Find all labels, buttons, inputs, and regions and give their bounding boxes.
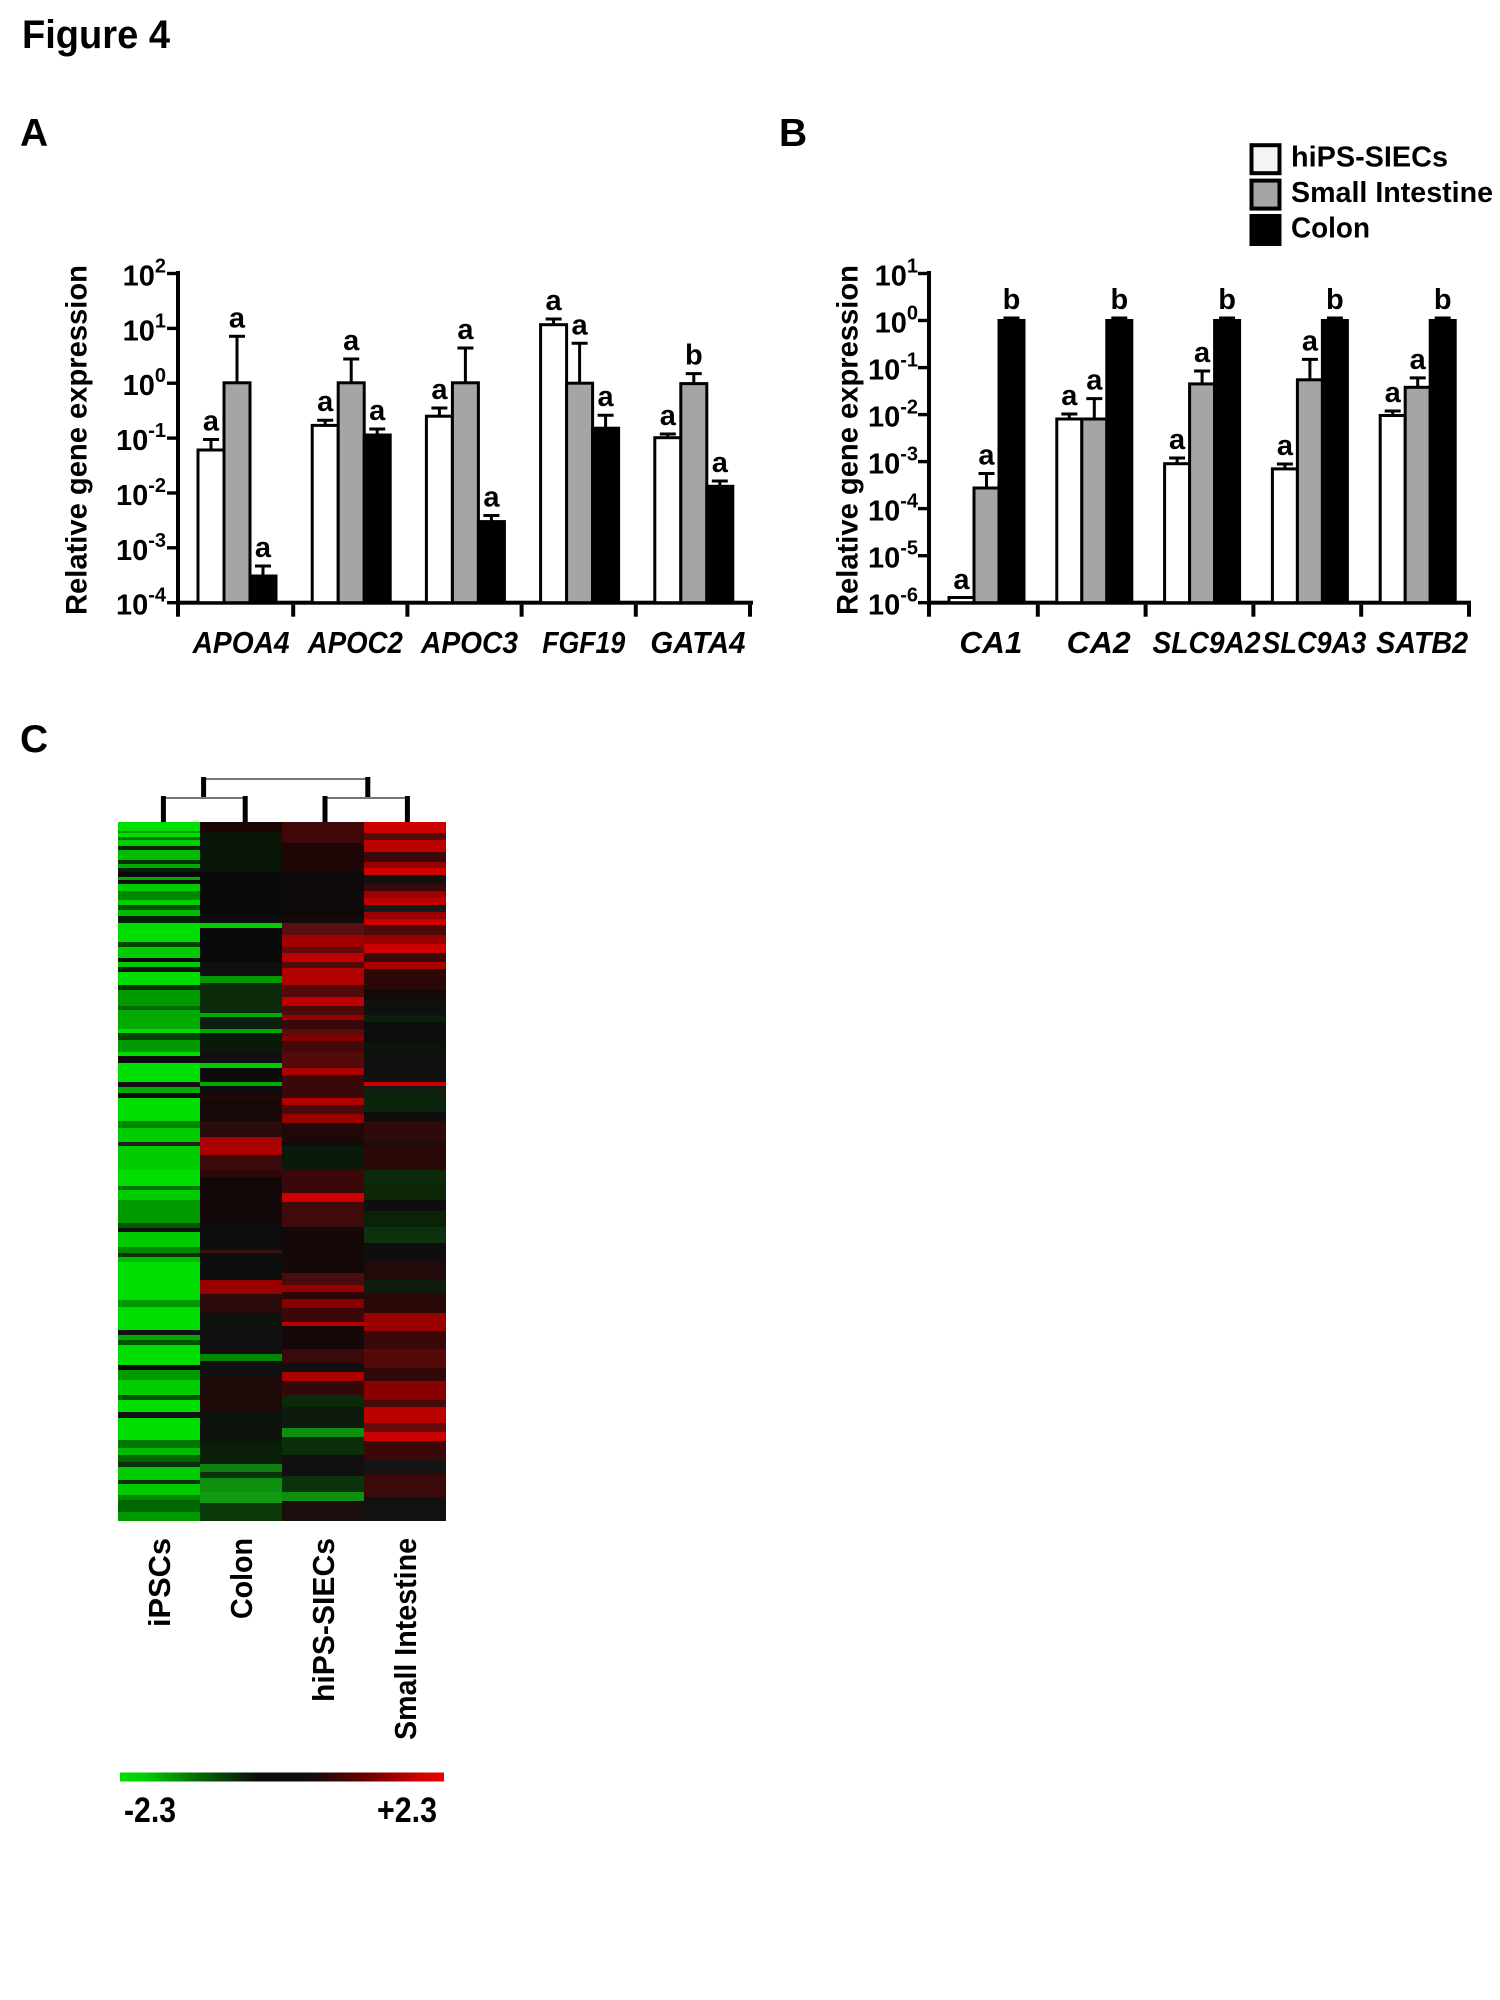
svg-text:b: b <box>1326 284 1344 316</box>
svg-text:iPSCs: iPSCs <box>142 1538 177 1627</box>
svg-text:CA1: CA1 <box>959 625 1022 660</box>
svg-text:SATB2: SATB2 <box>1376 625 1468 660</box>
svg-text:b: b <box>1434 284 1452 316</box>
svg-text:b: b <box>685 340 703 372</box>
svg-text:a: a <box>1385 377 1402 409</box>
svg-text:a: a <box>369 395 386 427</box>
svg-text:a: a <box>255 532 272 564</box>
svg-text:A: A <box>20 112 48 155</box>
svg-text:a: a <box>1169 424 1186 456</box>
svg-text:a: a <box>572 309 589 341</box>
svg-text:a: a <box>1277 430 1294 462</box>
svg-text:a: a <box>953 564 970 596</box>
svg-text:Colon: Colon <box>1291 213 1370 245</box>
svg-text:Relative gene expression: Relative gene expression <box>832 265 865 615</box>
svg-text:SLC9A2: SLC9A2 <box>1153 625 1261 660</box>
svg-text:a: a <box>978 440 995 472</box>
svg-text:Small Intestine: Small Intestine <box>1291 177 1493 209</box>
svg-text:Figure 4: Figure 4 <box>22 13 171 57</box>
svg-text:hiPS-SIECs: hiPS-SIECs <box>1291 142 1448 174</box>
svg-text:a: a <box>1194 337 1211 369</box>
svg-text:+2.3: +2.3 <box>377 1791 437 1830</box>
svg-text:-2.3: -2.3 <box>124 1791 176 1830</box>
svg-text:SLC9A3: SLC9A3 <box>1262 625 1366 660</box>
svg-text:a: a <box>712 447 729 479</box>
svg-text:FGF19: FGF19 <box>542 625 626 660</box>
svg-text:a: a <box>431 374 448 406</box>
svg-text:a: a <box>317 386 334 418</box>
svg-text:a: a <box>1410 344 1427 376</box>
svg-text:a: a <box>598 381 615 413</box>
svg-text:a: a <box>1302 325 1319 357</box>
svg-text:a: a <box>203 406 220 438</box>
svg-text:C: C <box>20 718 48 761</box>
svg-text:a: a <box>483 482 500 514</box>
svg-text:b: b <box>1110 284 1128 316</box>
svg-text:hiPS-SIECs: hiPS-SIECs <box>306 1538 341 1702</box>
svg-text:10-3: 10-3 <box>116 530 166 567</box>
svg-text:a: a <box>546 285 563 317</box>
svg-text:B: B <box>779 112 807 155</box>
svg-text:a: a <box>1086 365 1103 397</box>
svg-text:CA2: CA2 <box>1067 625 1131 660</box>
svg-text:APOC2: APOC2 <box>307 625 403 660</box>
svg-text:a: a <box>343 325 360 357</box>
svg-text:b: b <box>1218 284 1236 316</box>
svg-text:APOA4: APOA4 <box>192 625 290 660</box>
svg-text:b: b <box>1003 284 1021 316</box>
svg-text:a: a <box>457 314 474 346</box>
svg-text:a: a <box>229 302 246 334</box>
svg-text:Relative gene expression: Relative gene expression <box>61 265 94 615</box>
svg-text:APOC3: APOC3 <box>420 625 518 660</box>
svg-text:Colon: Colon <box>224 1538 259 1619</box>
svg-text:a: a <box>1061 380 1078 412</box>
svg-text:GATA4: GATA4 <box>650 625 745 660</box>
svg-text:Small Intestine: Small Intestine <box>388 1538 423 1740</box>
svg-text:a: a <box>660 400 677 432</box>
